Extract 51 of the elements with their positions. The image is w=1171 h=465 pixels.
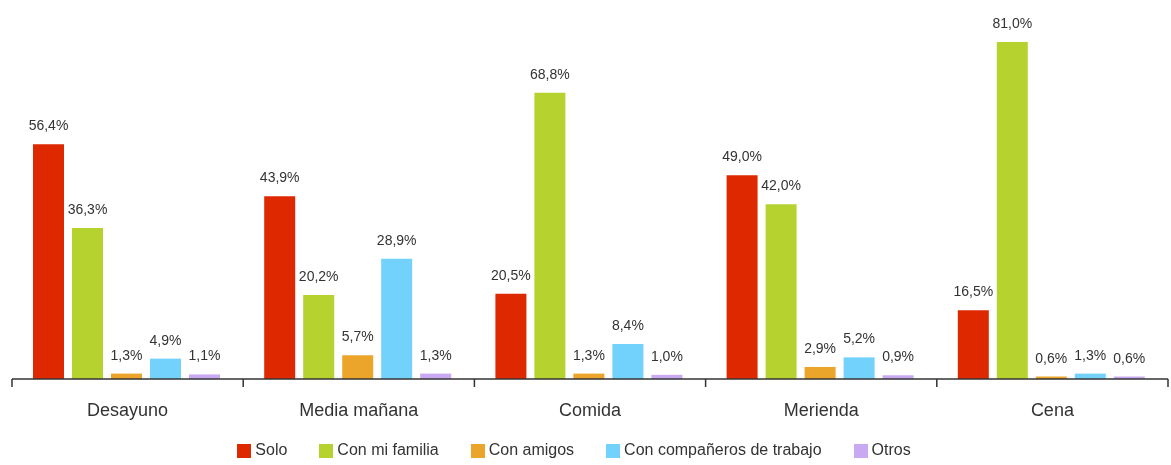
bar (726, 175, 758, 379)
bar (33, 144, 64, 379)
data-label: 42,0% (761, 177, 801, 194)
legend-label: Otros (871, 441, 911, 458)
data-label: 1,0% (650, 347, 683, 364)
bar (957, 310, 989, 379)
x-tick-label: Media mañana (299, 400, 420, 420)
data-label: 0,6% (1113, 349, 1146, 366)
data-label: 81,0% (992, 15, 1033, 31)
bar (612, 344, 644, 379)
bar (303, 294, 335, 379)
data-label: 1,3% (572, 346, 605, 363)
data-label: 1,3% (110, 346, 143, 363)
bar (843, 357, 875, 379)
data-label: 0,9% (882, 348, 915, 365)
legend-label: Con mi familia (337, 441, 439, 458)
bar (495, 293, 527, 379)
legend-label: Con amigos (488, 441, 575, 458)
data-label: 28,9% (376, 231, 417, 248)
x-tick-label: Cena (1030, 400, 1075, 420)
legend-label: Solo (255, 441, 288, 458)
bar (72, 227, 103, 379)
bar (381, 258, 413, 379)
bar (342, 355, 374, 379)
data-label: 20,2% (298, 267, 339, 284)
data-label: 49,0% (722, 148, 762, 165)
data-label: 68,8% (530, 65, 570, 82)
data-label: 5,7% (341, 328, 374, 345)
data-label: 43,9% (259, 169, 300, 186)
bar (996, 42, 1028, 379)
bar (264, 196, 296, 379)
bar (765, 204, 797, 379)
x-tick-label: Merienda (783, 400, 860, 420)
x-tick-label: Comida (558, 400, 622, 420)
data-label: 4,9% (149, 331, 182, 348)
data-label: 16,5% (953, 283, 994, 300)
data-label: 8,4% (611, 317, 644, 334)
data-label: 2,9% (804, 339, 837, 356)
bar (804, 366, 836, 379)
bar (534, 92, 566, 379)
data-label: 20,5% (491, 266, 531, 283)
data-label: 56,4% (28, 117, 69, 134)
data-label: 1,3% (419, 346, 452, 363)
data-label: 0,6% (1035, 349, 1068, 366)
x-tick-label: Desayuno (87, 400, 169, 420)
data-label: 1,1% (188, 347, 221, 364)
data-label: 5,2% (843, 330, 876, 347)
data-label: 1,3% (1074, 346, 1107, 363)
legend-label: Con compañeros de trabajo (624, 441, 822, 458)
bar (150, 358, 181, 379)
data-label: 36,3% (67, 200, 108, 217)
